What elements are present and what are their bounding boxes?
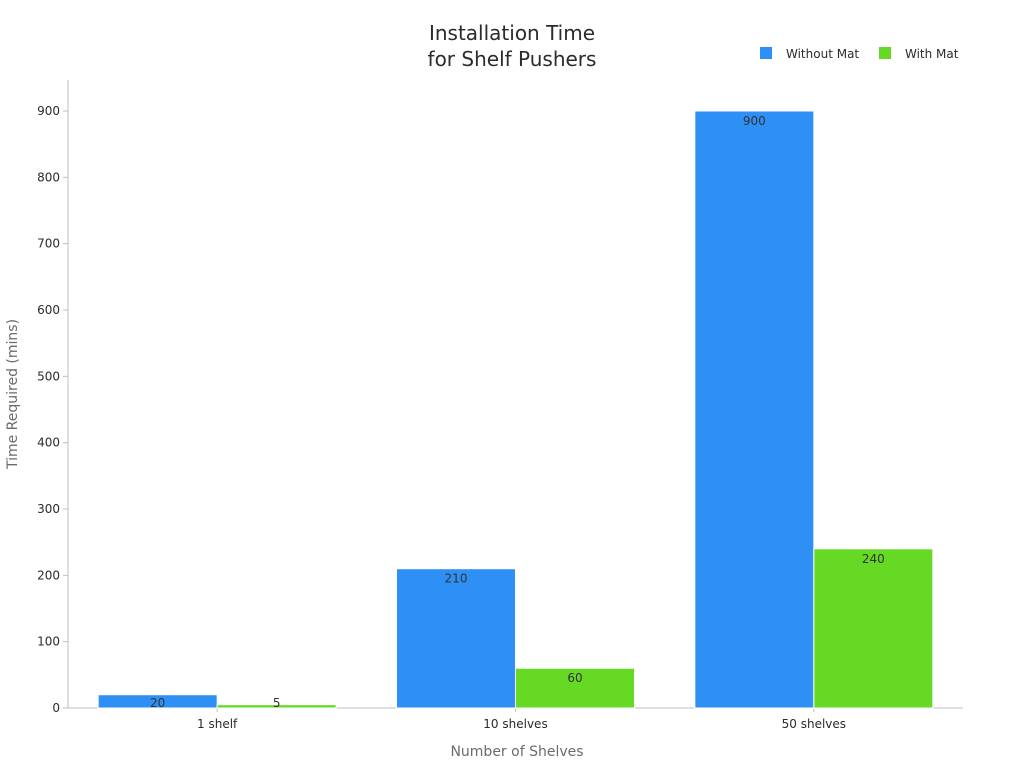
- y-tick-label: 800: [37, 170, 60, 184]
- bar-with-mat: [515, 667, 635, 709]
- chart-data-labels: 20 5 210 60 900 240: [150, 114, 885, 710]
- x-tick-label: 50 shelves: [782, 717, 846, 731]
- bar-with-mat: [813, 548, 934, 709]
- legend-item: With Mat: [879, 47, 959, 61]
- y-tick-label: 200: [37, 568, 60, 582]
- chart-axes: 0 100 200 300 400 500 600 700 800 900 1 shelf 10 sh…: [37, 80, 963, 731]
- legend-item: Without Mat: [760, 47, 859, 61]
- data-label: 5: [273, 696, 281, 710]
- y-axis-title: Time Required (mins): [5, 319, 21, 470]
- bar-without-mat: [694, 110, 815, 709]
- y-tick-label: 500: [37, 369, 60, 383]
- chart-title-line: for Shelf Pushers: [428, 47, 597, 71]
- y-tick-label: 300: [37, 502, 60, 516]
- x-axis-title: Number of Shelves: [450, 744, 583, 760]
- legend-label: Without Mat: [786, 47, 859, 61]
- y-tick-label: 400: [37, 436, 60, 450]
- bar-with-mat: [216, 704, 337, 709]
- chart-title-line: Installation Time: [429, 21, 595, 45]
- legend-swatch: [879, 47, 891, 59]
- x-tick-label: 1 shelf: [197, 717, 238, 731]
- bar-without-mat: [97, 694, 218, 709]
- y-tick-label: 700: [37, 237, 60, 251]
- y-tick-label: 600: [37, 303, 60, 317]
- data-label: 900: [743, 114, 766, 128]
- y-tick-label: 0: [52, 701, 60, 715]
- chart-bars: [97, 110, 934, 709]
- data-label: 20: [150, 696, 165, 710]
- legend-swatch: [760, 47, 772, 59]
- data-label: 210: [445, 572, 468, 586]
- x-tick-label: 10 shelves: [483, 717, 547, 731]
- data-label: 60: [567, 671, 582, 685]
- chart-legend: Without Mat With Mat: [760, 47, 959, 61]
- y-tick-label: 100: [37, 635, 60, 649]
- legend-label: With Mat: [905, 47, 959, 61]
- y-tick-label: 900: [37, 104, 60, 118]
- bar-without-mat: [396, 568, 516, 709]
- data-label: 240: [862, 552, 885, 566]
